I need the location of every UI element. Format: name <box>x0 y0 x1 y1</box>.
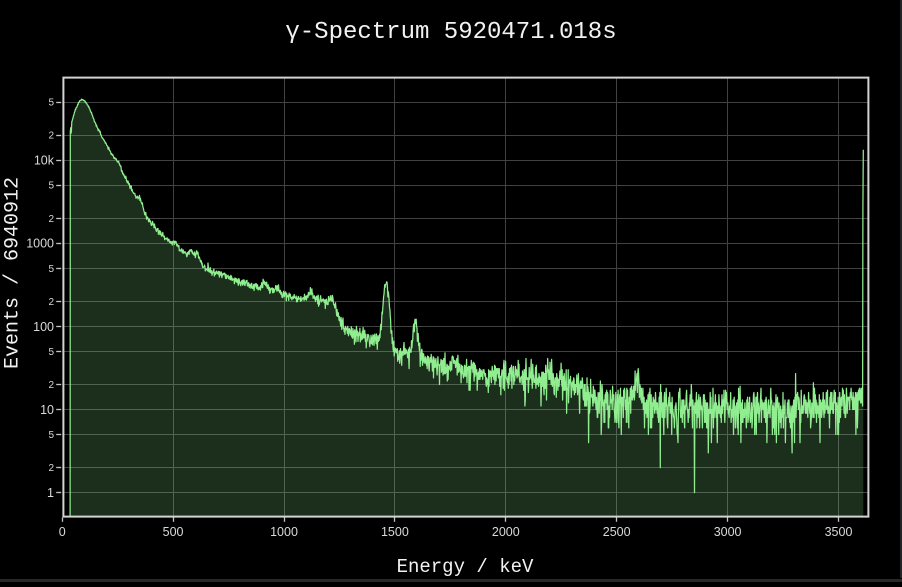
svg-text:5: 5 <box>48 98 54 109</box>
svg-text:1000: 1000 <box>26 237 54 251</box>
svg-text:5: 5 <box>48 181 54 192</box>
svg-text:10k: 10k <box>34 154 55 168</box>
svg-text:2: 2 <box>48 214 54 225</box>
svg-text:5: 5 <box>48 347 54 358</box>
svg-text:2000: 2000 <box>492 525 520 539</box>
svg-text:1500: 1500 <box>381 525 409 539</box>
svg-text:100: 100 <box>33 320 54 334</box>
svg-text:1000: 1000 <box>270 525 298 539</box>
svg-text:Events / 6940912: Events / 6940912 <box>2 177 25 369</box>
svg-text:3000: 3000 <box>714 525 742 539</box>
svg-text:γ-Spectrum 5920471.018s: γ-Spectrum 5920471.018s <box>285 19 616 46</box>
svg-text:Energy / keV: Energy / keV <box>397 556 534 578</box>
svg-text:2: 2 <box>48 380 54 391</box>
svg-text:5: 5 <box>48 430 54 441</box>
svg-text:5: 5 <box>48 264 54 275</box>
svg-text:2: 2 <box>48 463 54 474</box>
svg-text:1: 1 <box>47 486 54 500</box>
svg-text:2: 2 <box>48 297 54 308</box>
svg-text:10: 10 <box>40 403 54 417</box>
svg-text:3500: 3500 <box>825 525 853 539</box>
svg-text:500: 500 <box>163 525 184 539</box>
svg-text:2500: 2500 <box>603 525 631 539</box>
svg-text:2: 2 <box>48 131 54 142</box>
svg-text:0: 0 <box>59 525 66 539</box>
